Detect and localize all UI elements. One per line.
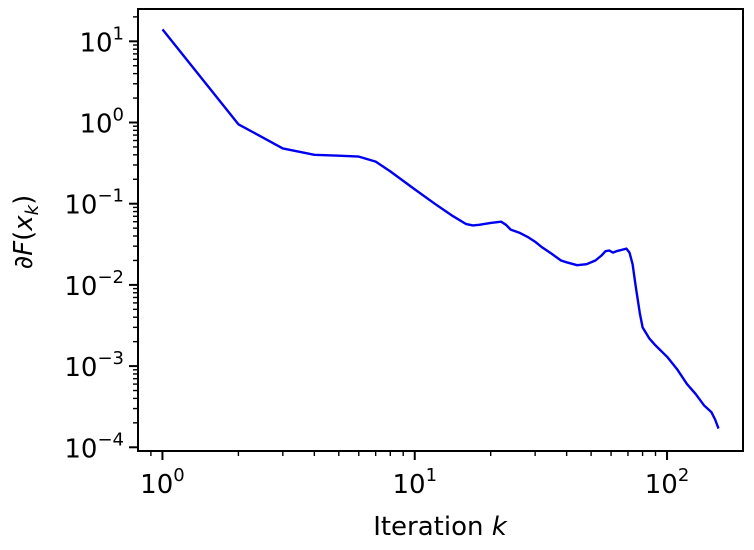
- series-layer: [161, 28, 720, 430]
- x-axis-label: Iteration k: [373, 512, 508, 542]
- y-tick-label: 10−4: [64, 429, 124, 464]
- x-tick-label: 102: [645, 465, 690, 500]
- y-tick-label: 101: [79, 23, 124, 58]
- series-line: [161, 28, 720, 430]
- y-tick-label: 10−3: [64, 348, 124, 383]
- y-tick-label: 10−2: [64, 267, 124, 302]
- x-tick-label: 101: [392, 465, 437, 500]
- x-tick-label: 100: [140, 465, 185, 500]
- y-tick-label: 10−1: [64, 186, 124, 221]
- plot-frame: [137, 8, 744, 452]
- minor-ticks: [133, 16, 657, 456]
- major-ticks: 100 101 102 10−4 10−3 10−2 10−1 100 101: [64, 23, 689, 500]
- y-axis-label: ∂F(xk): [9, 195, 43, 270]
- y-tick-label: 100: [79, 105, 124, 140]
